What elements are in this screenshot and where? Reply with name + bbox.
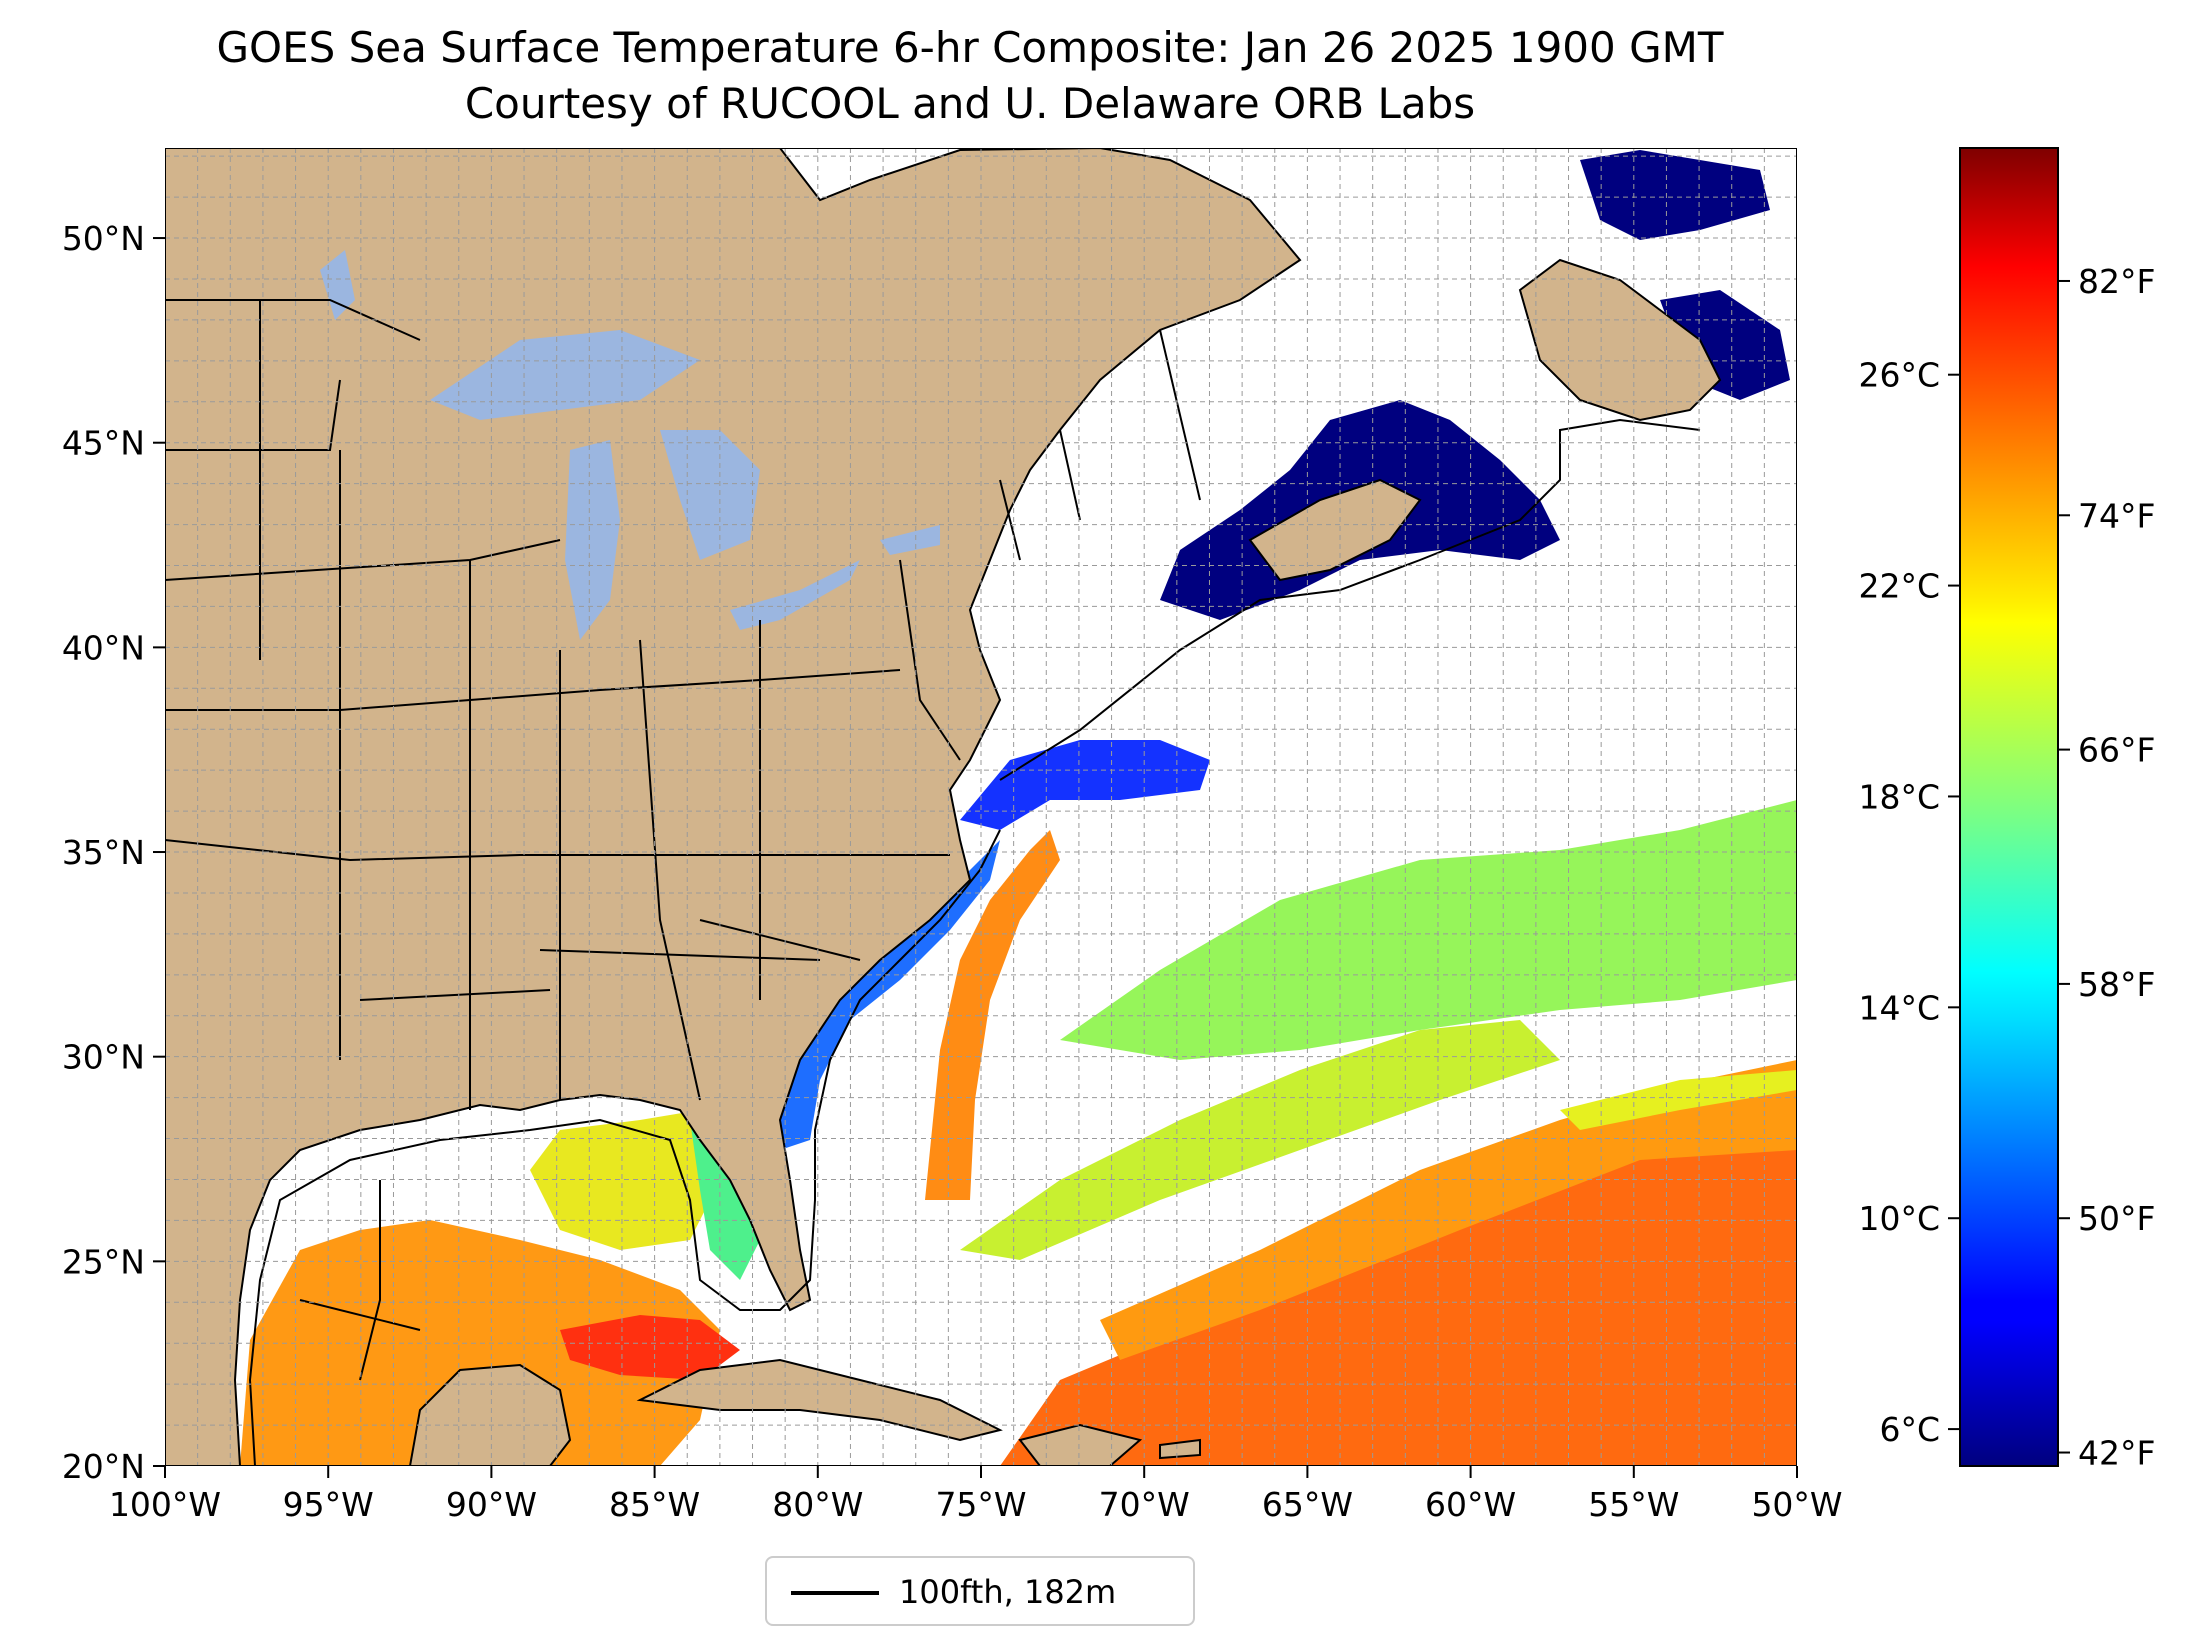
longitude-tick-label: 85°W (609, 1485, 700, 1524)
map-area (165, 148, 1797, 1466)
sst-midatlantic-blue (960, 740, 1210, 830)
lake-ontario (880, 525, 940, 555)
fahrenheit-tick-label: 42°F (2078, 1434, 2155, 1473)
hispaniola-landmass (1018, 1423, 1143, 1466)
cuba-landmass (636, 1358, 1003, 1442)
latitude-tick-label: 20°N (62, 1447, 145, 1486)
graticule-grid (165, 148, 1797, 1466)
longitude-tick-label: 95°W (283, 1485, 374, 1524)
latitude-tick-label: 35°N (62, 833, 145, 872)
longitude-tick-label: 70°W (1099, 1485, 1190, 1524)
lake-winnipeg-area (320, 250, 355, 320)
sst-atlantic-yellowgreen (960, 1020, 1560, 1260)
map-legend: 100fth, 182m (765, 1556, 1195, 1626)
lake-huron (660, 430, 760, 560)
celsius-tick-label: 22°C (1858, 567, 1940, 606)
latitude-tick-label: 30°N (62, 1038, 145, 1077)
sst-gulf-stream-orange (925, 830, 1060, 1200)
newfoundland-landmass (1518, 258, 1722, 422)
yucatan-landmass (408, 1363, 572, 1466)
sst-newfoundland-darkblue (1580, 150, 1770, 240)
longitude-tick-label: 50°W (1751, 1485, 1842, 1524)
longitude-axis: 100°W 95°W 90°W 85°W 80°W 75°W 70°W 65°W 60°W 55°… (109, 1466, 1843, 1524)
puerto-rico-landmass (1159, 1438, 1201, 1460)
lake-superior (430, 330, 700, 420)
colorbar-celsius-ticks: 6°C 10°C 14°C 18°C 22°C 26°C (1858, 356, 1960, 1449)
celsius-tick-label: 18°C (1858, 777, 1940, 816)
north-america-landmass (165, 148, 1302, 1466)
isobath-100-fathom-north (999, 418, 1701, 781)
celsius-tick-label: 26°C (1858, 356, 1940, 395)
longitude-tick-label: 80°W (772, 1485, 863, 1524)
fahrenheit-tick-label: 50°F (2078, 1199, 2155, 1238)
sst-atlantic-yellow-band (1560, 1070, 1797, 1130)
fahrenheit-tick-label: 58°F (2078, 965, 2155, 1004)
latitude-tick-label: 25°N (62, 1242, 145, 1281)
colorbar: 6°C 10°C 14°C 18°C 22°C 26°C 42°F 50°F 58°F 66°F… (1858, 147, 2155, 1473)
celsius-tick-label: 10°C (1858, 1199, 1940, 1238)
legend-line-swatch (791, 1591, 879, 1595)
sst-atlantic-orange (1100, 1060, 1797, 1360)
fahrenheit-tick-label: 74°F (2078, 496, 2155, 535)
sst-caribbean-red (560, 1315, 740, 1380)
latitude-tick-label: 45°N (62, 424, 145, 463)
great-lakes (320, 250, 940, 640)
map-title: GOES Sea Surface Temperature 6-hr Compos… (216, 23, 1724, 72)
colorbar-gradient (1959, 147, 2059, 1467)
legend-label: 100fth, 182m (899, 1573, 1117, 1611)
sst-atlantic-warm (1000, 1080, 1797, 1466)
longitude-tick-label: 60°W (1425, 1485, 1516, 1524)
longitude-tick-label: 65°W (1262, 1485, 1353, 1524)
longitude-tick-label: 55°W (1588, 1485, 1679, 1524)
sst-gulf-green-shelf (690, 1115, 760, 1280)
fahrenheit-tick-label: 82°F (2078, 262, 2155, 301)
land-layer (165, 148, 1722, 1466)
political-borders (165, 299, 1201, 1381)
map-subtitle: Courtesy of RUCOOL and U. Delaware ORB L… (464, 79, 1476, 128)
fahrenheit-tick-label: 66°F (2078, 731, 2155, 770)
celsius-tick-label: 14°C (1858, 988, 1940, 1027)
lake-michigan (565, 440, 620, 640)
colorbar-fahrenheit-ticks: 42°F 50°F 58°F 66°F 74°F 82°F (2058, 262, 2155, 1473)
sst-atlantic-green (1060, 800, 1797, 1060)
celsius-tick-label: 6°C (1879, 1410, 1940, 1449)
latitude-axis: 20°N 25°N 30°N 35°N 40°N 45°N 50°N (62, 219, 165, 1486)
latitude-tick-label: 50°N (62, 219, 145, 258)
lake-erie (730, 560, 860, 630)
longitude-tick-label: 90°W (446, 1485, 537, 1524)
longitude-tick-label: 75°W (935, 1485, 1026, 1524)
longitude-tick-label: 100°W (109, 1485, 221, 1524)
latitude-tick-label: 40°N (62, 628, 145, 667)
